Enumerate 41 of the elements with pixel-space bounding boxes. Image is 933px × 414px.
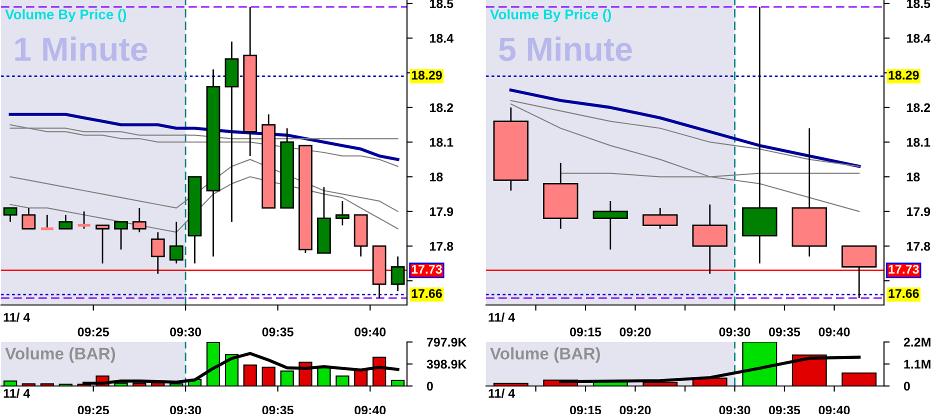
y-tick-label: 1.1M bbox=[904, 360, 930, 369]
y-tick-label: 2.2M bbox=[904, 338, 930, 347]
text: 11/ 4 bbox=[4, 312, 30, 322]
y-tick-label: 18.2 bbox=[907, 103, 930, 112]
text: 11/ 4 bbox=[488, 388, 516, 398]
x-tick-label: 09:35 bbox=[768, 328, 800, 336]
y-tick-label: 18 bbox=[907, 172, 920, 182]
x-tick-label: 09:15 bbox=[570, 328, 602, 336]
x-tick-label: 09:35 bbox=[262, 328, 294, 336]
ref-line-label: 17.66 bbox=[888, 289, 919, 298]
x-tick-label: 09:40 bbox=[354, 328, 386, 336]
text: 11/ 4 bbox=[488, 312, 516, 322]
x-tick-label: 09:30 bbox=[719, 328, 750, 336]
y-tick-label: 18.4 bbox=[430, 34, 454, 43]
y-tick-label: 18.1 bbox=[430, 138, 454, 147]
y-tick-label: 0 bbox=[904, 382, 910, 391]
chart-title: Volume (BAR) bbox=[5, 347, 116, 363]
y-tick-label: 0 bbox=[426, 382, 433, 391]
y-tick-label: 17.8 bbox=[907, 242, 930, 251]
x-tick-label: 09:30 bbox=[170, 328, 202, 336]
y-tick-label: 18 bbox=[430, 172, 443, 182]
y-tick-label: 18.2 bbox=[430, 103, 454, 112]
x-tick-label: 09:20 bbox=[620, 328, 651, 336]
y-tick-label: 18.4 bbox=[907, 34, 930, 43]
x-tick-label: 09:25 bbox=[78, 328, 109, 336]
text: 11/ 4 bbox=[4, 388, 30, 398]
chart-title: Volume (BAR) bbox=[490, 347, 600, 363]
y-tick-label: 17.8 bbox=[430, 242, 454, 251]
y-tick-label: 17.9 bbox=[430, 207, 454, 216]
y-tick-label: 18.1 bbox=[907, 138, 930, 147]
y-tick-label: 398.9K bbox=[426, 360, 467, 369]
ref-line-label: 17.66 bbox=[412, 289, 442, 298]
ref-line-label: 18.29 bbox=[888, 70, 919, 80]
y-tick-label: 797.9K bbox=[426, 338, 467, 347]
ref-line-label: 17.73 bbox=[888, 264, 919, 274]
text: Volume By Price () bbox=[490, 9, 611, 22]
x-tick-label: 09:40 bbox=[818, 328, 850, 336]
text: Volume By Price () bbox=[5, 9, 126, 22]
y-tick-label: 17.9 bbox=[907, 207, 930, 216]
ref-line-label: 17.73 bbox=[412, 264, 442, 274]
ref-line-label: 18.29 bbox=[412, 70, 442, 80]
